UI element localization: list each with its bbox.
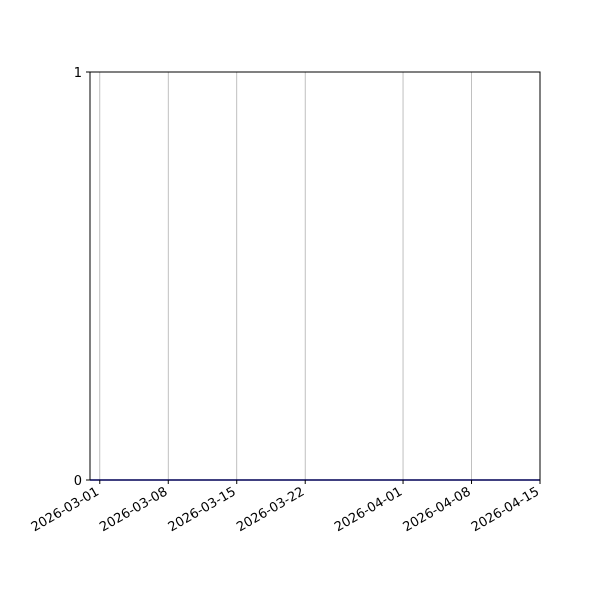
x-tick-label: 2026-03-08 (97, 484, 170, 535)
y-tick-label: 0 (74, 474, 82, 489)
x-tick-label: 2026-03-22 (234, 484, 307, 535)
x-tick-label: 2026-04-15 (469, 484, 542, 535)
y-tick-label: 1 (74, 66, 82, 81)
grid (99, 72, 541, 480)
axes-frame (89, 71, 541, 481)
x-tick-label: 2026-04-01 (332, 484, 405, 535)
x-tick-label: 2026-04-08 (401, 484, 474, 535)
x-tick-label: 2026-03-15 (166, 484, 239, 535)
y-axis: 01 (74, 66, 90, 489)
x-axis: 2026-03-012026-03-082026-03-152026-03-22… (29, 480, 542, 535)
x-tick-label: 2026-03-01 (29, 484, 102, 535)
